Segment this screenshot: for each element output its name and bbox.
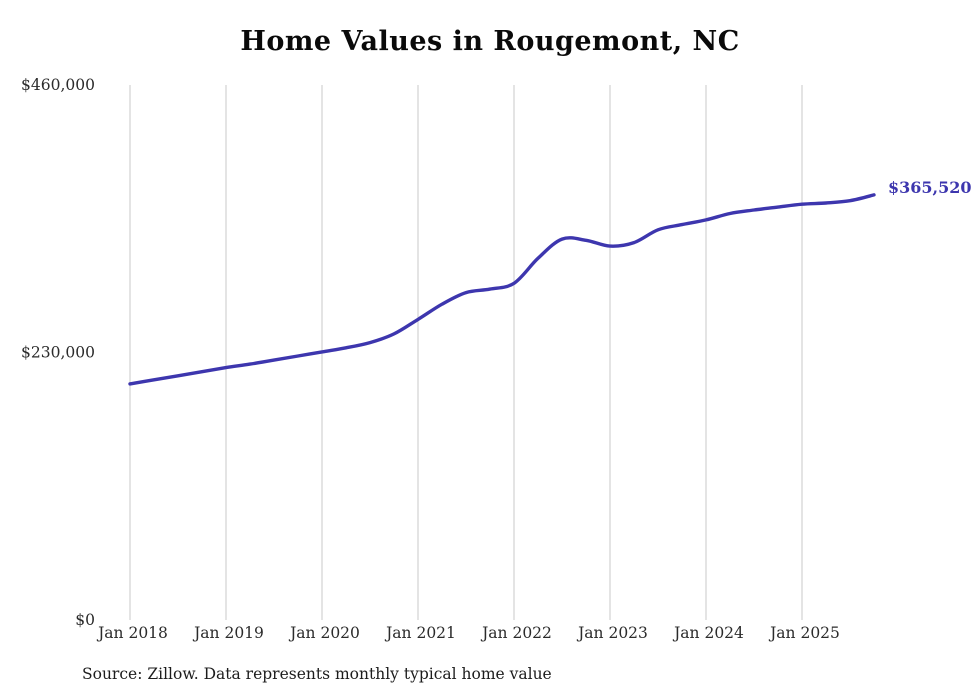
x-tick-label: Jan 2019 — [192, 624, 264, 642]
x-tick-label: Jan 2020 — [288, 624, 360, 642]
current-value-label: $365,520 — [888, 178, 972, 197]
y-tick-label: $460,000 — [21, 76, 95, 94]
x-tick-label: Jan 2021 — [384, 624, 456, 642]
x-tick-label: Jan 2025 — [768, 624, 840, 642]
x-tick-label: Jan 2023 — [576, 624, 648, 642]
x-tick-label: Jan 2018 — [96, 624, 168, 642]
y-tick-label: $230,000 — [21, 344, 95, 362]
y-tick-label: $0 — [75, 611, 95, 629]
x-tick-label: Jan 2022 — [480, 624, 552, 642]
home-value-line — [128, 193, 876, 386]
x-tick-label: Jan 2024 — [672, 624, 744, 642]
chart-plot-area: Jan 2018 Jan 2019 Jan 2020 Jan 2021 Jan 2022… — [21, 76, 972, 642]
chart-title: Home Values in Rougemont, NC — [240, 26, 740, 57]
source-note: Source: Zillow. Data represents monthly … — [82, 665, 552, 683]
